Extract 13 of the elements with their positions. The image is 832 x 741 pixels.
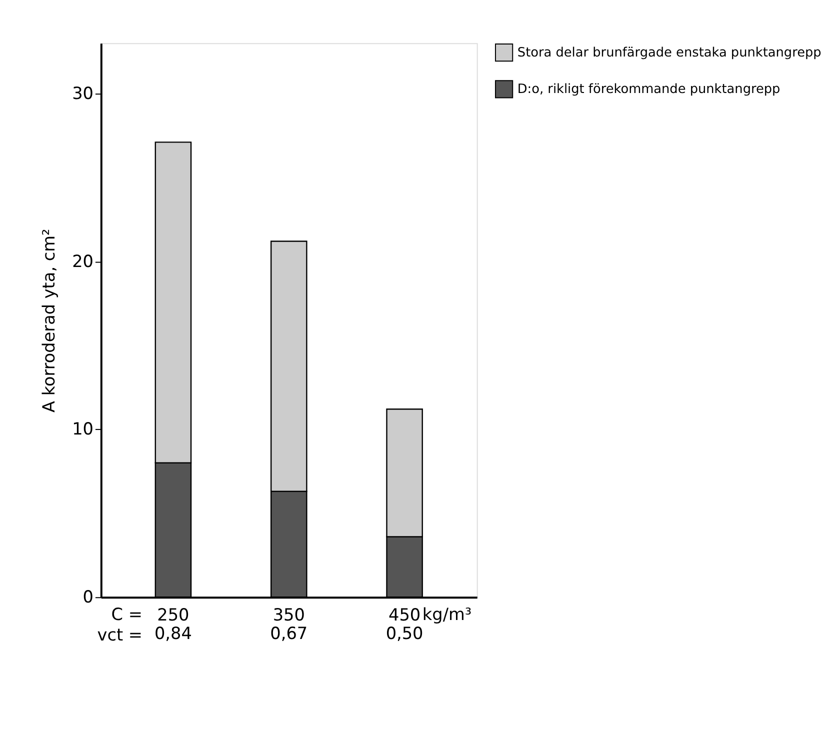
y-tick-label: 10 [72, 418, 94, 439]
text: vct = [97, 624, 142, 645]
x-tick-label: 450 0,50 [386, 604, 424, 644]
text: C = [111, 604, 142, 624]
x-tick-label: 250 0,84 [154, 604, 192, 644]
legend-label: Stora delar brunfärgade enstaka punktangrepp [517, 45, 822, 60]
y-axis-title: A korroderad yta, cm² [38, 228, 58, 412]
y-tick-label: 0 [82, 586, 94, 607]
legend-label: D:o, rikligt förekommande punktangrepp [517, 82, 780, 98]
x-tick-label: 350 0,67 [270, 604, 308, 644]
x-axis-title: kg/m³ [422, 604, 472, 624]
y-tick-label: 30 [72, 82, 94, 103]
y-tick-label: 20 [72, 250, 94, 271]
